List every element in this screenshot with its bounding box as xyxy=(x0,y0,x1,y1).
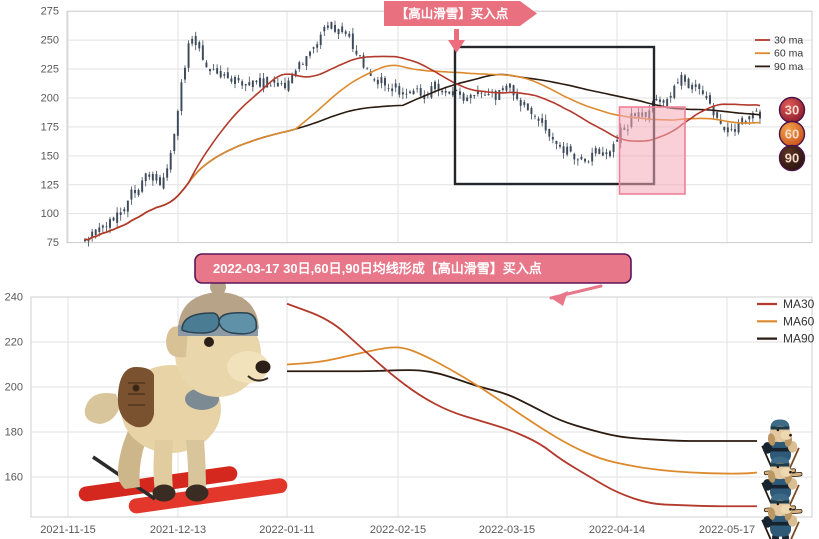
svg-text:175: 175 xyxy=(41,121,59,133)
svg-text:150: 150 xyxy=(41,150,59,162)
svg-text:220: 220 xyxy=(5,337,23,349)
svg-text:MA60: MA60 xyxy=(783,314,815,328)
svg-text:125: 125 xyxy=(41,179,59,191)
svg-text:2021-12-13: 2021-12-13 xyxy=(150,524,206,536)
svg-text:2022-02-15: 2022-02-15 xyxy=(370,524,426,536)
svg-text:MA30: MA30 xyxy=(783,297,815,311)
svg-text:60: 60 xyxy=(785,127,799,142)
svg-text:MA90: MA90 xyxy=(783,332,815,346)
svg-text:200: 200 xyxy=(41,92,59,104)
svg-text:30 ma: 30 ma xyxy=(774,35,803,47)
svg-text:2022-03-17 30日,60日,90日均线形成【高山滑: 2022-03-17 30日,60日,90日均线形成【高山滑雪】买入点 xyxy=(213,261,542,276)
svg-text:2022-01-11: 2022-01-11 xyxy=(259,524,314,536)
svg-text:180: 180 xyxy=(5,427,23,439)
svg-text:200: 200 xyxy=(5,382,23,394)
svg-text:225: 225 xyxy=(41,64,59,76)
svg-text:2022-05-17: 2022-05-17 xyxy=(699,524,755,536)
svg-text:75: 75 xyxy=(47,237,59,249)
svg-text:2021-11-15: 2021-11-15 xyxy=(40,524,95,536)
svg-text:2022-04-14: 2022-04-14 xyxy=(589,524,645,536)
svg-text:250: 250 xyxy=(41,35,59,47)
svg-text:60 ma: 60 ma xyxy=(774,48,803,60)
svg-text:240: 240 xyxy=(5,292,23,304)
svg-text:2022-03-15: 2022-03-15 xyxy=(479,524,535,536)
svg-text:100: 100 xyxy=(41,208,59,220)
svg-text:30: 30 xyxy=(785,103,799,118)
svg-text:90: 90 xyxy=(785,151,799,166)
svg-text:90 ma: 90 ma xyxy=(774,61,803,73)
svg-text:275: 275 xyxy=(41,6,59,18)
svg-text:160: 160 xyxy=(5,472,23,484)
svg-text:【高山滑雪】买入点: 【高山滑雪】买入点 xyxy=(396,6,509,21)
